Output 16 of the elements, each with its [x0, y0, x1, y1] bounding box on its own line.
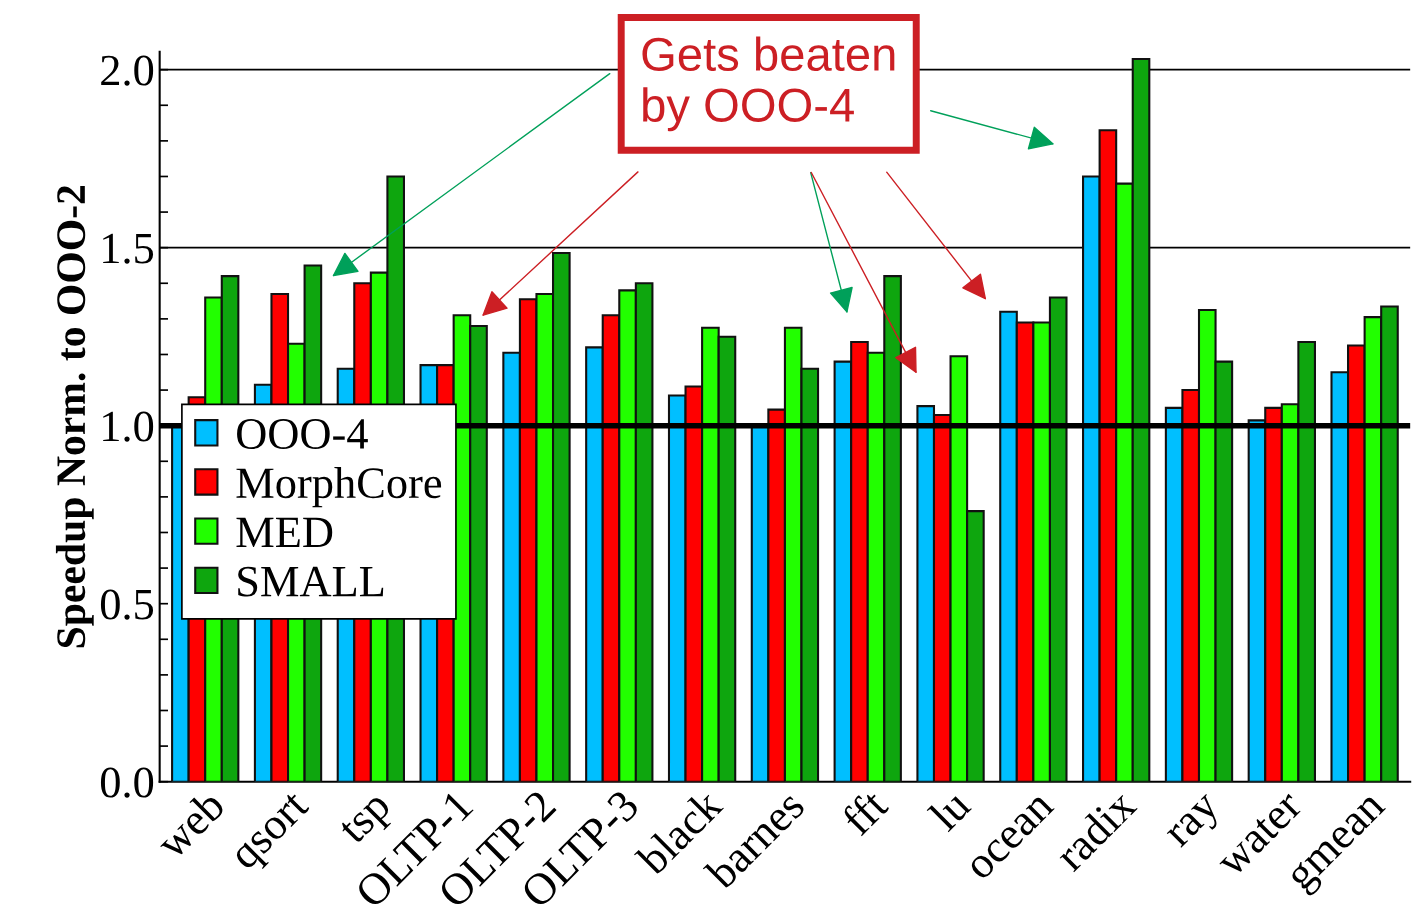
y-tick-label: 1.5	[103, 233, 154, 264]
y-axis-title: Speedup Norm. to OOO-2	[55, 185, 94, 648]
y-tick-label: 2.0	[101, 55, 154, 86]
x-tick-label: fft	[839, 786, 890, 837]
x-tick-label: web	[152, 787, 227, 861]
x-tick-label: qsort	[230, 790, 317, 877]
legend-label: MorphCore	[236, 466, 442, 508]
legend-label: OOO-4	[237, 419, 368, 449]
y-tick-label: 0.0	[100, 767, 154, 798]
legend-label: SMALL	[238, 566, 384, 597]
x-tick-label: ray	[1166, 793, 1228, 855]
y-tick-label: 1.0	[103, 411, 154, 442]
x-tick-label: lu	[926, 787, 973, 833]
legend-label: MED	[236, 517, 333, 548]
annotation: Gets beaten by OOO-4	[642, 36, 895, 132]
y-tick-label: 0.5	[100, 589, 154, 620]
